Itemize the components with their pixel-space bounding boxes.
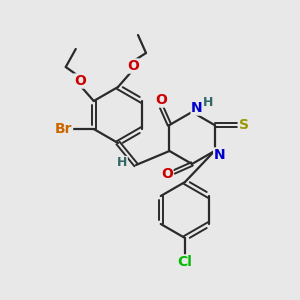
Text: O: O [74, 74, 86, 88]
Text: O: O [127, 59, 139, 73]
Text: H: H [203, 97, 213, 110]
Text: H: H [117, 157, 127, 169]
Text: N: N [214, 148, 225, 162]
Text: S: S [238, 118, 248, 132]
Text: O: O [155, 93, 167, 107]
Text: Cl: Cl [178, 255, 192, 269]
Text: O: O [161, 167, 173, 181]
Text: N: N [191, 101, 203, 115]
Text: Br: Br [55, 122, 73, 136]
